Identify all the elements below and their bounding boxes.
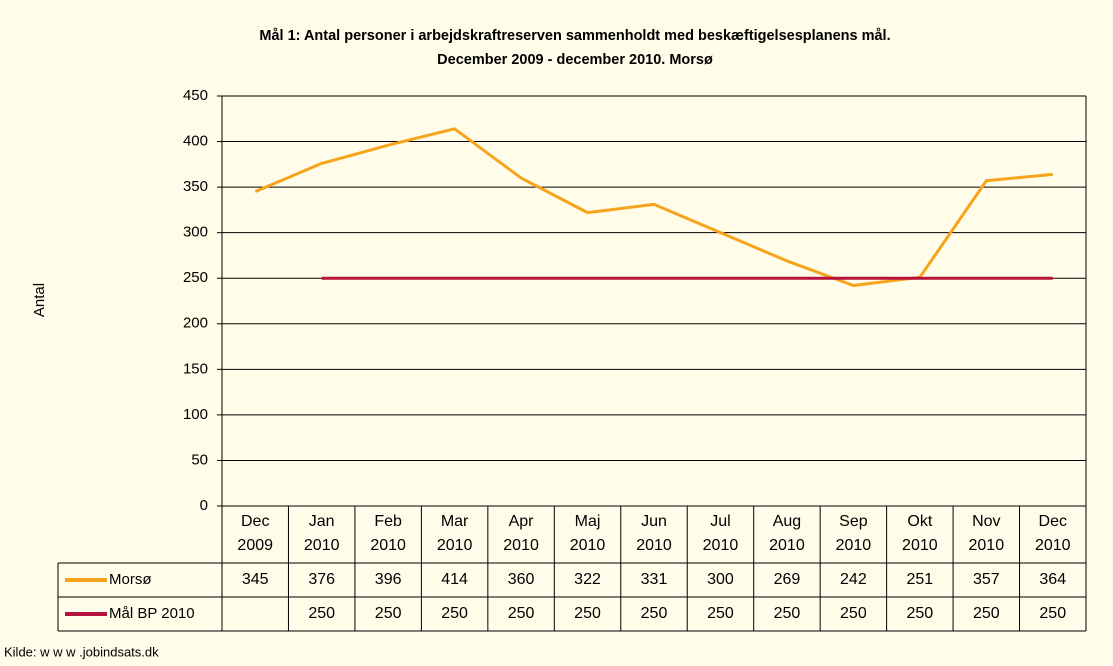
x-tick-label: Mar 2010 bbox=[436, 513, 473, 554]
table-value: 322 bbox=[574, 571, 601, 588]
table-value: 364 bbox=[1039, 571, 1066, 588]
x-tick-label: Aug 2010 bbox=[769, 513, 805, 554]
legend-label: Mål BP 2010 bbox=[109, 605, 195, 622]
table-value: 250 bbox=[774, 605, 801, 622]
x-tick-label: Apr 2010 bbox=[503, 513, 539, 554]
table-value: 250 bbox=[707, 605, 734, 622]
x-tick-label: Sep 2010 bbox=[835, 513, 872, 554]
table-value: 300 bbox=[707, 571, 734, 588]
y-tick-label: 50 bbox=[191, 451, 208, 468]
y-tick-label: 200 bbox=[183, 315, 208, 332]
table-value: 250 bbox=[574, 605, 601, 622]
table-value: 345 bbox=[242, 571, 269, 588]
x-tick-label: Nov 2010 bbox=[968, 513, 1005, 554]
table-value: 250 bbox=[906, 605, 933, 622]
table-value: 250 bbox=[441, 605, 468, 622]
table-value: 250 bbox=[375, 605, 402, 622]
table-value: 357 bbox=[973, 571, 1000, 588]
table-value: 331 bbox=[641, 571, 668, 588]
y-tick-label: 0 bbox=[200, 497, 208, 514]
y-tick-label: 300 bbox=[183, 224, 208, 241]
table-value: 242 bbox=[840, 571, 867, 588]
y-tick-label: 150 bbox=[183, 360, 208, 377]
table-value: 414 bbox=[441, 571, 468, 588]
y-tick-label: 400 bbox=[183, 133, 208, 150]
x-tick-label: Okt 2010 bbox=[902, 513, 938, 554]
table-value: 250 bbox=[508, 605, 535, 622]
x-tick-label: Maj 2010 bbox=[569, 513, 606, 554]
table-value: 360 bbox=[508, 571, 535, 588]
x-tick-label: Jun 2010 bbox=[636, 513, 672, 554]
table-value: 250 bbox=[973, 605, 1000, 622]
table-value: 396 bbox=[375, 571, 402, 588]
chart-title: Mål 1: Antal personer i arbejdskraftrese… bbox=[259, 28, 890, 44]
table-value: 376 bbox=[308, 571, 335, 588]
x-tick-label: Jul 2010 bbox=[702, 513, 739, 554]
source: Kilde: w w w .jobindsats.dk bbox=[4, 644, 159, 659]
table-value: 250 bbox=[840, 605, 867, 622]
series-line bbox=[254, 127, 1053, 288]
table-value: 269 bbox=[774, 571, 801, 588]
y-tick-label: 450 bbox=[183, 87, 208, 104]
table-value: 250 bbox=[308, 605, 335, 622]
table-value: 251 bbox=[906, 571, 933, 588]
y-tick-label: 250 bbox=[183, 269, 208, 286]
legend-label: Morsø bbox=[109, 571, 152, 588]
table-value: 250 bbox=[1039, 605, 1066, 622]
y-tick-label: 350 bbox=[183, 178, 208, 195]
x-tick-label: Jan 2010 bbox=[303, 513, 340, 554]
y-tick-label: 100 bbox=[183, 406, 208, 423]
x-tick-label: Feb 2010 bbox=[370, 513, 406, 554]
table-value: 250 bbox=[641, 605, 668, 622]
x-tick-label: Dec 2009 bbox=[237, 513, 274, 554]
x-tick-label: Dec 2010 bbox=[1034, 513, 1071, 554]
chart-subtitle: December 2009 - december 2010. Morsø bbox=[437, 52, 713, 68]
y-axis-label: Antal bbox=[31, 283, 48, 317]
